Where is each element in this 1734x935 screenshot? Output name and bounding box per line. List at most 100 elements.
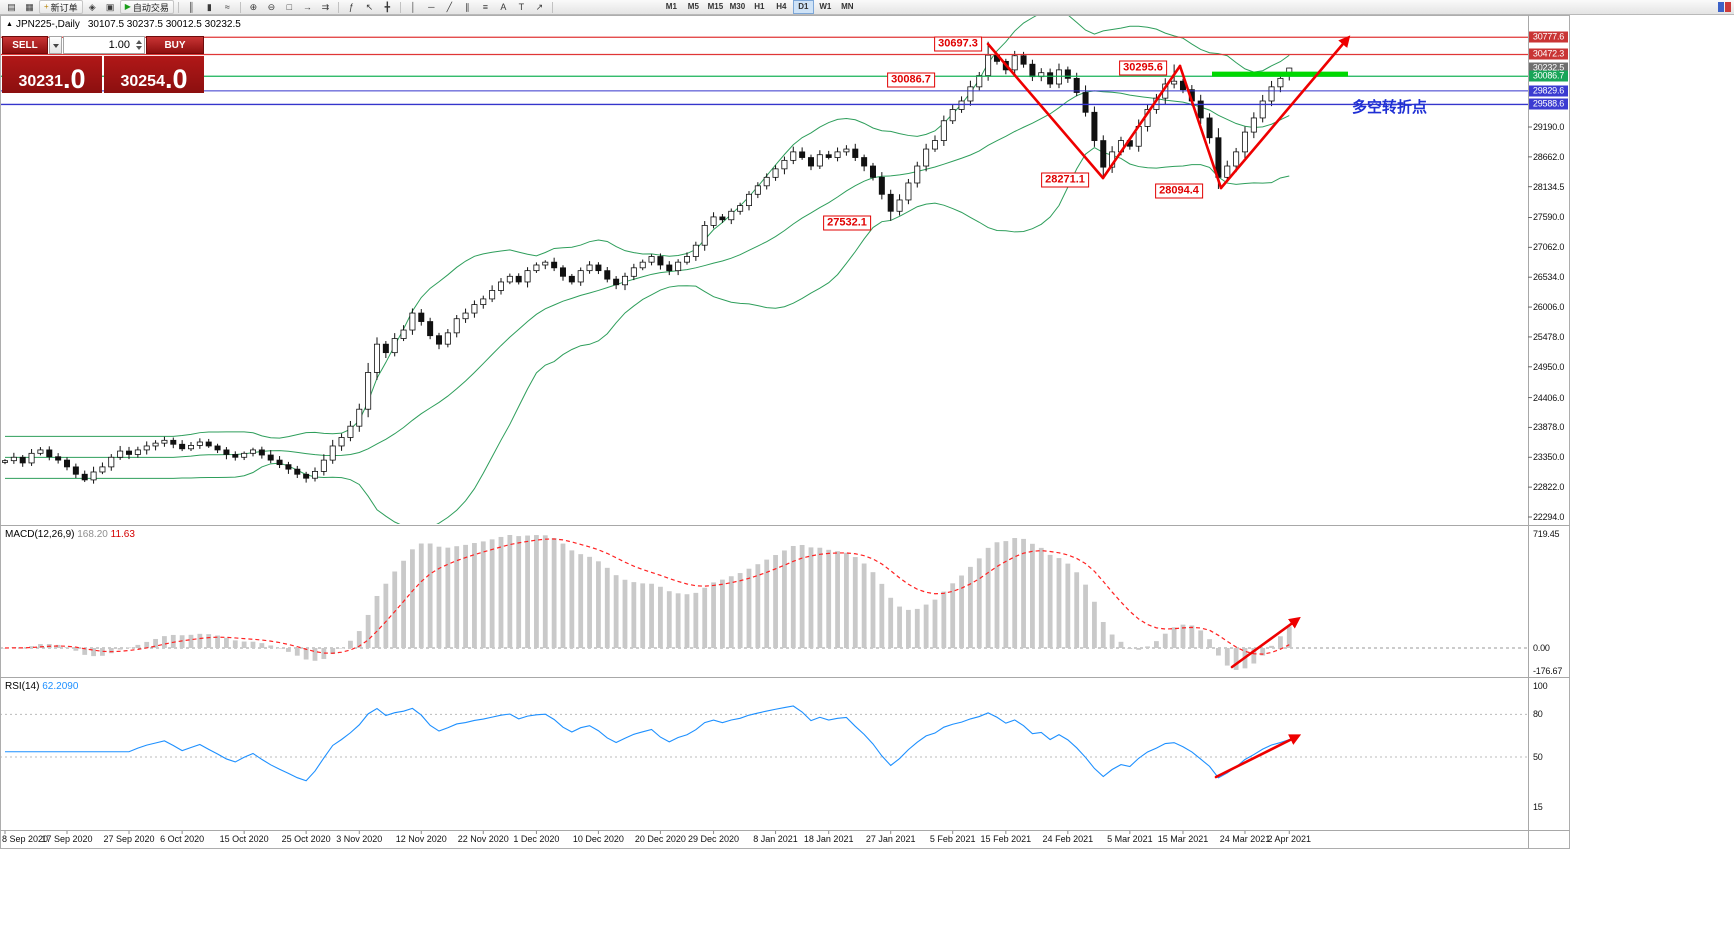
arrow-object-icon[interactable]: ↗ bbox=[535, 1, 544, 12]
date-label: 8 Jan 2021 bbox=[753, 834, 798, 844]
horizontal-line-icon[interactable]: ─ bbox=[428, 1, 435, 12]
price-badge: 30777.6 bbox=[1529, 31, 1568, 43]
rsi-label: RSI(14) 62.2090 bbox=[5, 681, 79, 692]
market-watch-icon[interactable]: ◈ bbox=[88, 1, 96, 12]
auto-scroll-icon[interactable]: → bbox=[302, 1, 312, 12]
candlestick-chart-icon[interactable]: ▮ bbox=[206, 1, 212, 12]
new-order-icon: + bbox=[44, 2, 49, 11]
timeframe-m15[interactable]: M15 bbox=[707, 2, 724, 11]
buy-button[interactable]: BUY bbox=[146, 36, 204, 54]
frame-layer bbox=[0, 15, 1570, 849]
price-tick: 26534.0 bbox=[1533, 272, 1565, 283]
text-icon[interactable]: A bbox=[500, 1, 507, 12]
price-annotation[interactable]: 30086.7 bbox=[887, 72, 935, 88]
new-chart-icon[interactable]: ▤ bbox=[7, 1, 16, 12]
symbol-period-label: JPN225-,Daily bbox=[15, 19, 80, 30]
line-chart-icon[interactable]: ≈ bbox=[224, 1, 230, 12]
timeframe-m1[interactable]: M1 bbox=[665, 2, 677, 11]
ohlc-quote: 30107.5 30237.5 30012.5 30232.5 bbox=[87, 19, 241, 30]
date-label: 5 Mar 2021 bbox=[1107, 834, 1153, 844]
price-annotation[interactable]: 30697.3 bbox=[934, 36, 982, 52]
timeframe-toolbar: M1 M5 M15 M30 H1 H4 D1 W1 MN bbox=[661, 0, 858, 14]
one-click-trading-widget: SELL 1.00 BUY 30231.0 30254.0 bbox=[2, 36, 204, 93]
timeframe-h1[interactable]: H1 bbox=[754, 2, 765, 11]
cursor-icon[interactable]: ↖ bbox=[365, 1, 374, 12]
toolbar-separator bbox=[177, 1, 179, 13]
toolbar-separator bbox=[239, 1, 241, 13]
fibonacci-icon[interactable]: ≡ bbox=[482, 1, 488, 12]
macd-axis-value: 719.45 bbox=[1533, 529, 1560, 539]
volume-dropdown[interactable] bbox=[49, 36, 62, 54]
price-badge: 30232.5 bbox=[1529, 62, 1568, 74]
price-badge: 29588.6 bbox=[1529, 98, 1568, 110]
toolbar-separator bbox=[337, 1, 339, 13]
rsi-axis-value: 80 bbox=[1533, 709, 1543, 720]
price-annotation[interactable]: 30295.6 bbox=[1119, 60, 1167, 76]
timeframe-m30[interactable]: M30 bbox=[729, 2, 746, 11]
timeframe-w1[interactable]: W1 bbox=[819, 2, 832, 11]
price-tick: 29190.0 bbox=[1533, 122, 1565, 132]
price-tick: 22822.0 bbox=[1533, 482, 1565, 493]
date-label: 18 Jan 2021 bbox=[803, 834, 854, 844]
zoom-in-icon[interactable]: ⊕ bbox=[249, 1, 258, 12]
channel-icon[interactable]: ∥ bbox=[465, 1, 470, 12]
date-label: 25 Oct 2020 bbox=[281, 834, 331, 844]
macd-axis-value: -176.67 bbox=[1533, 666, 1563, 676]
toolbar-separator bbox=[551, 1, 553, 13]
date-label: 22 Nov 2020 bbox=[457, 834, 509, 844]
rsi-layer bbox=[0, 705, 1528, 782]
profiles-icon[interactable]: ▦ bbox=[25, 1, 34, 12]
date-label: 1 Dec 2020 bbox=[513, 834, 560, 844]
sell-button[interactable]: SELL bbox=[2, 36, 48, 54]
date-label: 8 Sep 2020 bbox=[1, 834, 49, 844]
crosshair-icon[interactable]: ╋ bbox=[384, 1, 391, 12]
date-label: 12 Nov 2020 bbox=[395, 834, 447, 844]
date-label: 3 Nov 2020 bbox=[336, 834, 383, 844]
ask-price-display[interactable]: 30254.0 bbox=[104, 56, 204, 93]
price-tick: 22294.0 bbox=[1533, 512, 1565, 522]
timeframe-mn[interactable]: MN bbox=[841, 2, 854, 11]
symbol-direction-icon: ▲ bbox=[6, 21, 13, 28]
vertical-line-icon[interactable]: │ bbox=[410, 1, 417, 12]
timeframe-d1[interactable]: D1 bbox=[792, 0, 814, 14]
date-label: 27 Jan 2021 bbox=[865, 834, 916, 844]
toolbar-overflow-icon[interactable] bbox=[1718, 2, 1731, 12]
macd-layer bbox=[0, 535, 1528, 670]
price-tick: 28662.0 bbox=[1533, 151, 1565, 162]
volume-input[interactable]: 1.00 bbox=[63, 36, 145, 54]
terminal-icon[interactable]: ▣ bbox=[105, 1, 115, 12]
zoom-out-icon[interactable]: ⊖ bbox=[267, 1, 276, 12]
timeframe-h4[interactable]: H4 bbox=[776, 2, 787, 11]
date-label: 6 Oct 2020 bbox=[160, 834, 205, 844]
price-tick: 24950.0 bbox=[1533, 361, 1565, 372]
rsi-axis-value: 15 bbox=[1533, 801, 1543, 812]
price-annotation[interactable]: 28271.1 bbox=[1041, 172, 1089, 188]
new-order-button[interactable]: + 新订单 bbox=[39, 0, 83, 14]
date-label: 24 Mar 2021 bbox=[1219, 834, 1271, 844]
bar-chart-icon[interactable]: ║ bbox=[188, 1, 195, 12]
bid-price-display[interactable]: 30231.0 bbox=[2, 56, 102, 93]
price-annotation[interactable]: 27532.1 bbox=[823, 215, 871, 231]
price-tick: 24406.0 bbox=[1533, 392, 1565, 403]
hlines-layer bbox=[0, 36, 1528, 106]
date-label: 15 Feb 2021 bbox=[980, 834, 1032, 844]
chart-shift-icon[interactable]: ⇉ bbox=[321, 1, 330, 12]
date-label: 2 Apr 2021 bbox=[1267, 834, 1312, 844]
indicators-icon[interactable]: ƒ bbox=[348, 1, 354, 12]
date-label: 27 Sep 2020 bbox=[103, 834, 155, 844]
volume-spinner[interactable] bbox=[136, 40, 142, 50]
text-label-icon[interactable]: T bbox=[518, 1, 525, 12]
turning-point-note[interactable]: 多空转折点 bbox=[1352, 99, 1428, 116]
timeframe-m5[interactable]: M5 bbox=[687, 2, 699, 11]
candles-layer bbox=[2, 41, 1293, 484]
trendlines-layer bbox=[986, 35, 1351, 779]
auto-trading-button[interactable]: ▶ 自动交易 bbox=[119, 0, 174, 14]
toolbar-button-label: 自动交易 bbox=[132, 2, 169, 13]
price-annotation[interactable]: 28094.4 bbox=[1155, 183, 1203, 199]
tile-windows-icon[interactable]: □ bbox=[286, 1, 293, 12]
trendline-icon[interactable]: ╱ bbox=[446, 1, 453, 12]
macd-axis-value: 0.00 bbox=[1533, 643, 1550, 653]
